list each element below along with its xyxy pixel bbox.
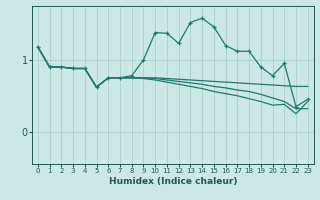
X-axis label: Humidex (Indice chaleur): Humidex (Indice chaleur) bbox=[108, 177, 237, 186]
